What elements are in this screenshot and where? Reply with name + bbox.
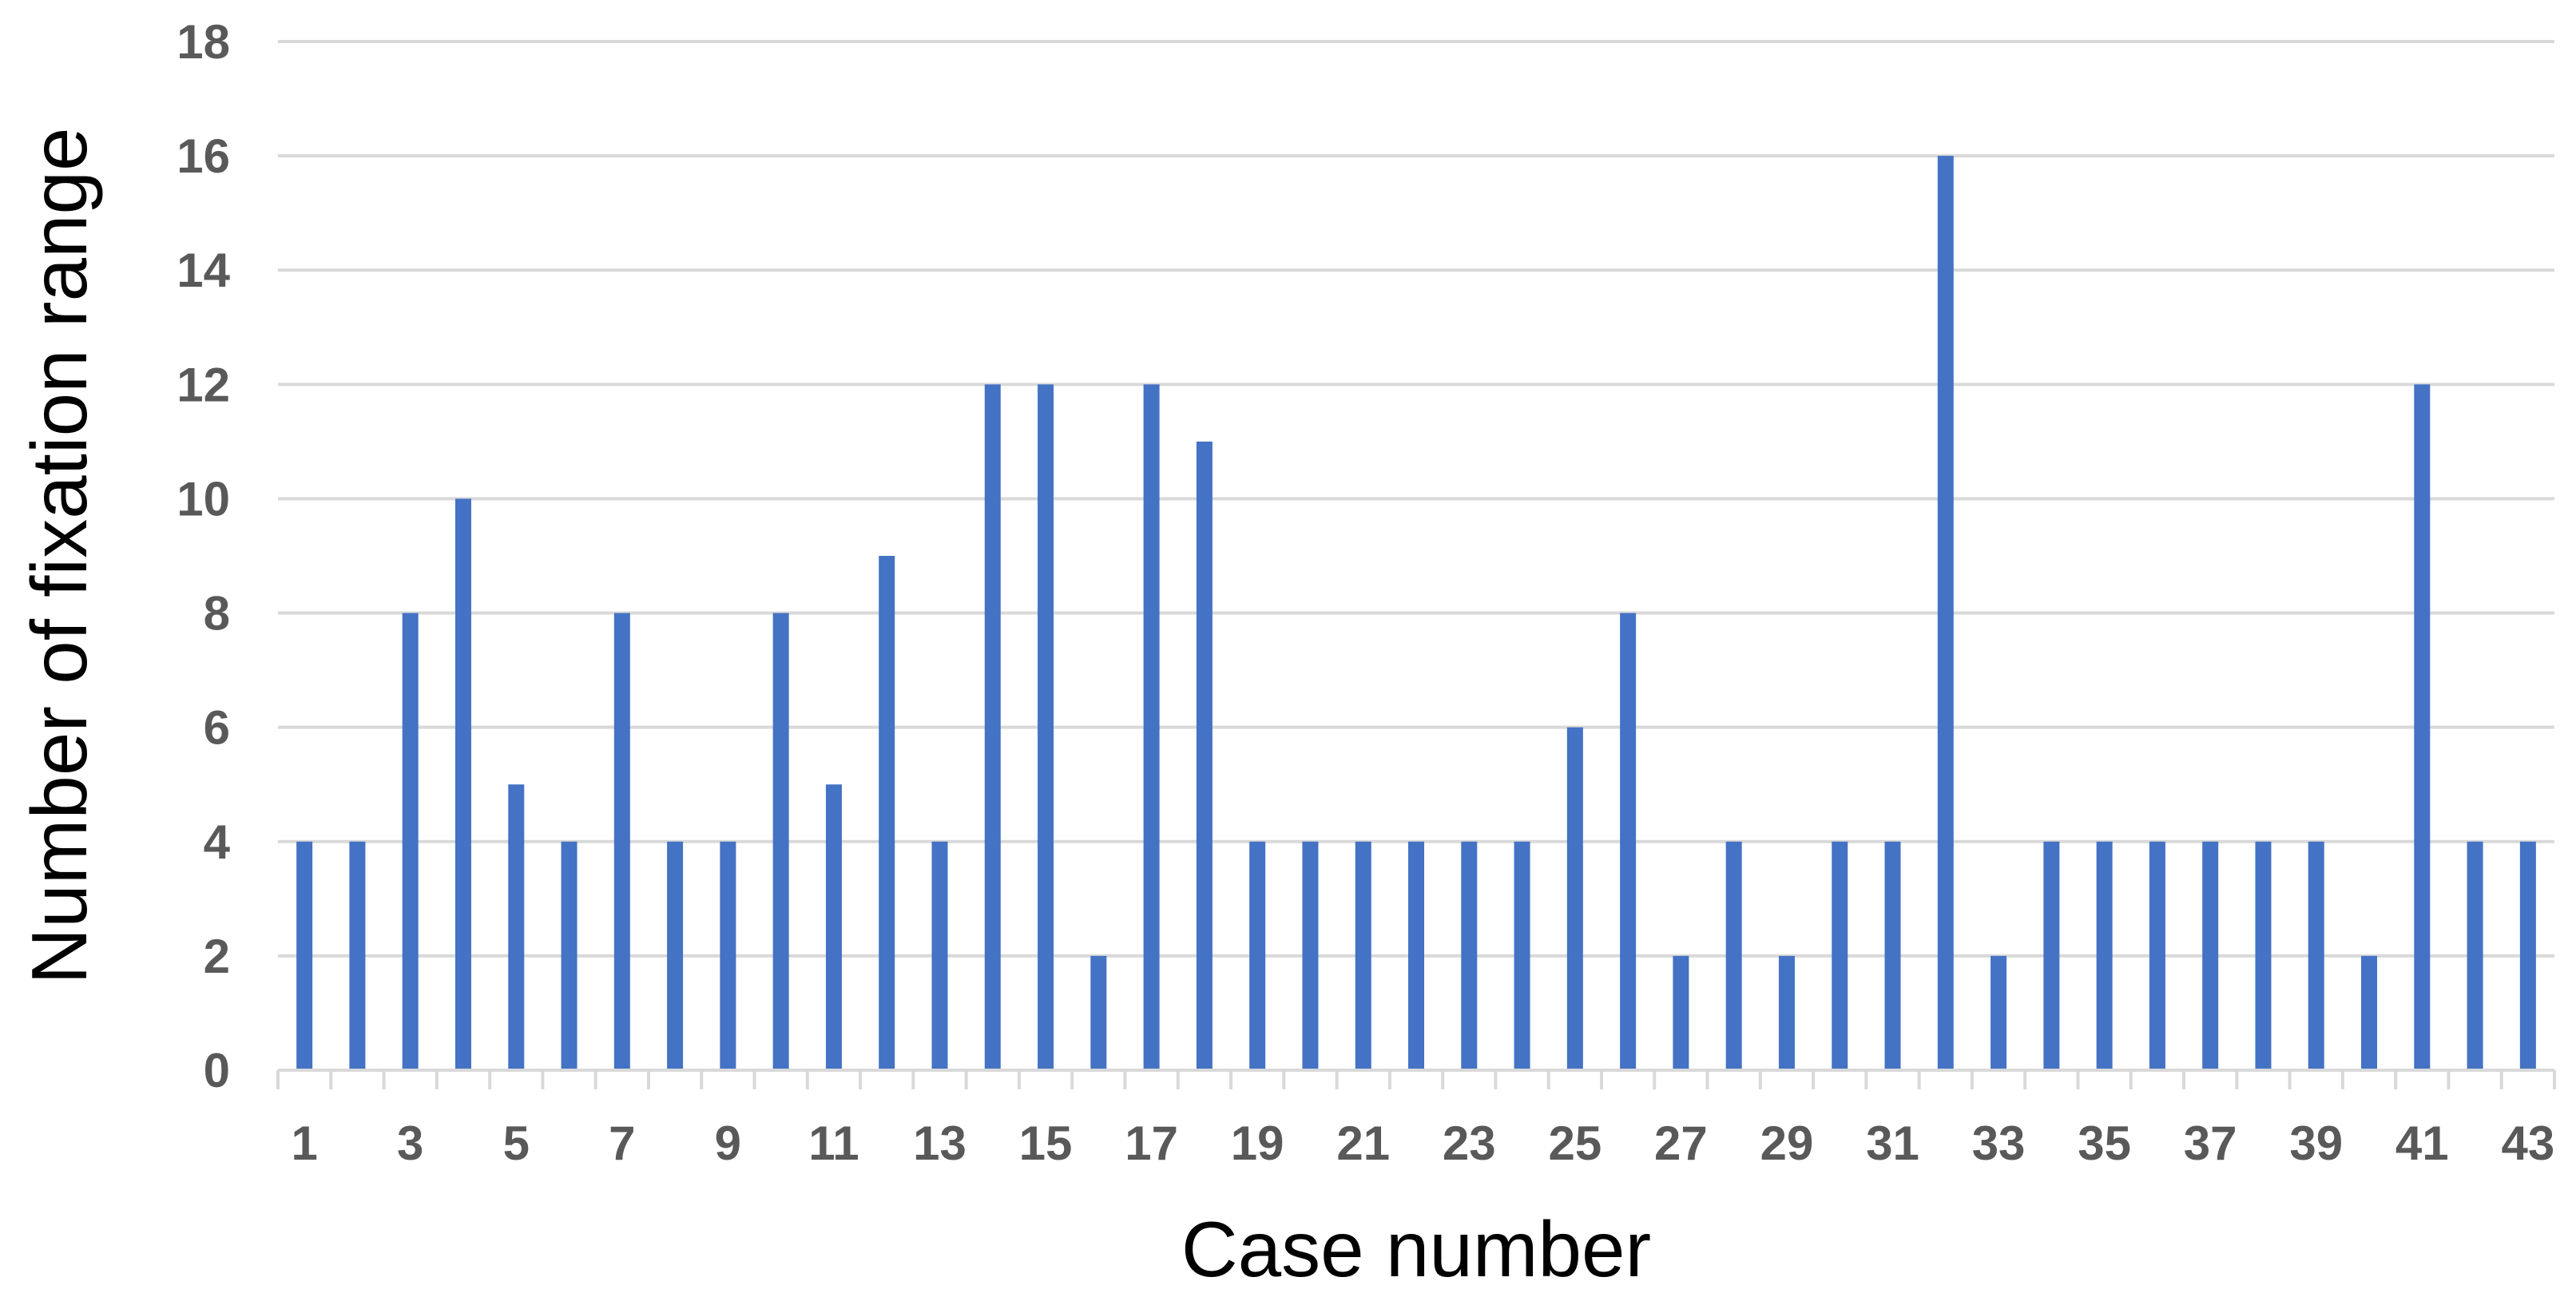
bar-case-28	[1725, 841, 1742, 1070]
y-tick-label: 2	[204, 930, 230, 983]
bar-case-34	[2043, 841, 2060, 1070]
bar-case-26	[1620, 613, 1637, 1070]
bar-case-32	[1937, 156, 1954, 1071]
bars	[296, 156, 2536, 1071]
bar-case-9	[720, 841, 736, 1070]
bar-case-2	[349, 841, 366, 1070]
bar-case-31	[1884, 841, 1901, 1070]
x-tick-label: 41	[2395, 1117, 2449, 1170]
x-tick-label: 39	[2289, 1117, 2343, 1170]
bar-case-1	[296, 841, 313, 1070]
y-tick-label: 6	[204, 701, 230, 755]
x-tick-label: 15	[1019, 1117, 1073, 1170]
x-tick-label: 21	[1336, 1117, 1390, 1170]
bar-case-5	[508, 784, 525, 1070]
y-tick-label: 4	[204, 815, 231, 869]
bar-case-15	[1038, 384, 1054, 1070]
bar-case-12	[879, 556, 895, 1070]
axes	[276, 1069, 2556, 1089]
bar-case-35	[2096, 841, 2113, 1070]
bar-case-33	[1991, 955, 2007, 1070]
bar-case-41	[2414, 384, 2431, 1070]
bar-case-8	[667, 841, 684, 1070]
bar-case-36	[2149, 841, 2165, 1070]
x-axis-title: Case number	[1181, 1205, 1651, 1293]
x-tick-label: 23	[1443, 1117, 1496, 1170]
bar-case-3	[402, 613, 419, 1070]
y-tick-label: 16	[177, 129, 230, 183]
bar-case-21	[1355, 841, 1371, 1070]
x-tick-label: 7	[609, 1117, 635, 1170]
y-tick-label: 0	[204, 1044, 230, 1097]
bar-case-27	[1673, 955, 1689, 1070]
x-tick-label: 31	[1866, 1117, 1919, 1170]
bar-case-30	[1832, 841, 1848, 1070]
bar-case-29	[1778, 955, 1795, 1070]
bar-case-37	[2202, 841, 2219, 1070]
x-tick-label: 3	[397, 1117, 423, 1170]
bar-case-38	[2255, 841, 2272, 1070]
y-tick-label: 18	[177, 15, 230, 69]
x-tick-label: 1	[291, 1117, 317, 1170]
x-tick-label: 33	[1972, 1117, 2026, 1170]
bar-case-25	[1566, 727, 1583, 1070]
bar-case-20	[1302, 841, 1319, 1070]
bar-case-13	[931, 841, 948, 1070]
bar-case-17	[1143, 384, 1160, 1070]
x-tick-label: 9	[715, 1117, 741, 1170]
bar-case-6	[561, 841, 578, 1070]
bar-case-23	[1461, 841, 1478, 1070]
bar-case-19	[1249, 841, 1266, 1070]
x-tick-label: 25	[1548, 1117, 1602, 1170]
bar-case-42	[2467, 841, 2483, 1070]
bar-case-22	[1408, 841, 1424, 1070]
x-tick-label: 27	[1654, 1117, 1708, 1170]
x-tick-label: 43	[2501, 1117, 2554, 1170]
x-tick-label: 35	[2078, 1117, 2131, 1170]
x-tick-label: 11	[808, 1117, 859, 1170]
bar-case-39	[2308, 841, 2324, 1070]
x-tick-label: 29	[1760, 1117, 1814, 1170]
x-tick-label: 19	[1231, 1117, 1284, 1170]
y-tick-labels: 0 2 4 6 8 10 12 14 16 18	[177, 15, 230, 1097]
bar-case-4	[454, 498, 471, 1070]
bar-case-18	[1196, 441, 1213, 1070]
y-tick-label: 8	[204, 587, 230, 641]
x-tick-label: 13	[913, 1117, 966, 1170]
bar-case-24	[1514, 841, 1530, 1070]
y-tick-label: 12	[177, 358, 230, 411]
bar-case-10	[772, 613, 789, 1070]
y-tick-label: 14	[177, 244, 230, 297]
y-tick-label: 10	[177, 472, 230, 526]
bar-case-16	[1090, 955, 1107, 1070]
x-tick-labels: 1 3 5 7 9 11 13 15 17 19 21 23 25 27 29 31 33 35 37 39 41 43	[291, 1117, 2554, 1170]
x-tick-label: 17	[1125, 1117, 1178, 1170]
x-tick-label: 5	[503, 1117, 530, 1170]
bar-case-14	[984, 384, 1001, 1070]
bar-case-40	[2361, 955, 2378, 1070]
bar-case-43	[2519, 841, 2536, 1070]
y-axis-title: Number of fixation range	[15, 127, 103, 984]
gridlines	[278, 40, 2554, 958]
bar-case-11	[825, 784, 842, 1070]
bar-case-7	[613, 613, 630, 1070]
x-tick-label: 37	[2184, 1117, 2237, 1170]
